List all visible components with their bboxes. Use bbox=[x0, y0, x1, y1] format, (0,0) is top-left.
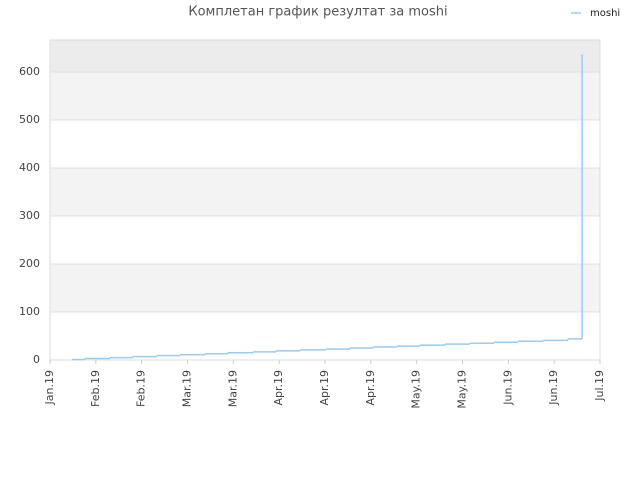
x-tick-label: Apr.19 bbox=[364, 370, 377, 406]
x-tick-label: Jan.19 bbox=[43, 370, 56, 405]
x-tick-label: Mar.19 bbox=[226, 370, 239, 407]
x-tick-label: Feb.19 bbox=[135, 370, 148, 407]
y-tick-label: 0 bbox=[33, 353, 40, 366]
x-tick-label: May.19 bbox=[410, 370, 423, 409]
x-tick-label: Apr.19 bbox=[272, 370, 285, 406]
y-tick-label: 300 bbox=[19, 209, 40, 222]
chart-title: Комплетан график резултат за moshi bbox=[188, 5, 447, 20]
legend-label: moshi bbox=[590, 8, 620, 19]
grid-band bbox=[50, 72, 600, 121]
grid-band bbox=[50, 40, 600, 73]
y-tick-label: 400 bbox=[19, 161, 40, 174]
y-tick-label: 100 bbox=[19, 305, 40, 318]
y-tick-label: 500 bbox=[19, 113, 40, 126]
grid-band bbox=[50, 168, 600, 217]
x-tick-label: Jun.19 bbox=[501, 370, 514, 406]
grid-band bbox=[50, 264, 600, 313]
x-tick-label: Jul.19 bbox=[593, 370, 606, 402]
step-end bbox=[581, 54, 583, 57]
x-tick-label: Jun.19 bbox=[547, 370, 560, 406]
x-tick-label: Feb.19 bbox=[89, 370, 102, 407]
x-tick-label: Apr.19 bbox=[318, 370, 331, 406]
y-tick-label: 600 bbox=[19, 65, 40, 78]
y-tick-label: 200 bbox=[19, 257, 40, 270]
x-tick-label: Mar.19 bbox=[181, 370, 194, 407]
x-tick-label: May.19 bbox=[456, 370, 469, 409]
